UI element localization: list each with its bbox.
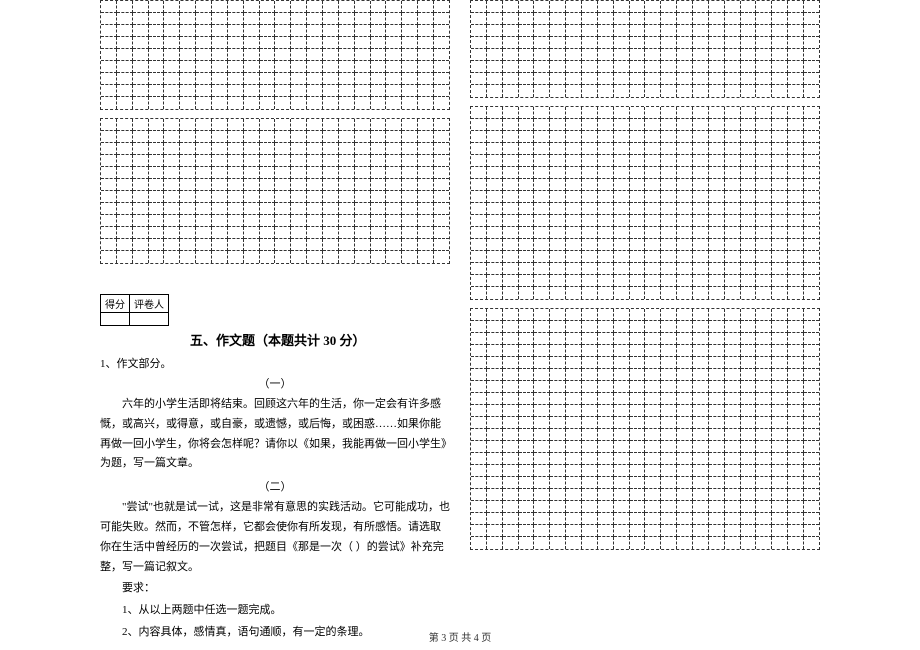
writing-grid-left-top: [100, 0, 450, 110]
score-cell: [101, 313, 130, 326]
writing-grid-right-bottom: [470, 308, 820, 550]
grader-header: 评卷人: [130, 295, 169, 313]
requirement-1: 1、从以上两题中任选一题完成。: [122, 601, 450, 621]
score-grader-table: 得分 评卷人: [100, 294, 169, 326]
subpart-one-text: 六年的小学生活即将结束。回顾这六年的生活，你一定会有许多感慨，或高兴，或得意，或…: [100, 395, 450, 474]
requirements-title: 要求：: [100, 579, 450, 599]
question-number: 1、作文部分。: [100, 355, 450, 371]
writing-grid-right-mid: [470, 106, 820, 300]
grader-cell: [130, 313, 169, 326]
subpart-two-label: （二）: [100, 478, 450, 494]
page-footer: 第 3 页 共 4 页: [0, 629, 920, 644]
writing-grid-right-top: [470, 0, 820, 98]
writing-grid-left-mid: [100, 118, 450, 264]
subpart-two-text: "尝试"也就是试一试，这是非常有意思的实践活动。它可能成功，也可能失败。然而，不…: [100, 498, 450, 577]
subpart-one-label: （一）: [100, 375, 450, 391]
score-header: 得分: [101, 295, 130, 313]
section-title: 五、作文题（本题共计 30 分）: [190, 330, 450, 349]
